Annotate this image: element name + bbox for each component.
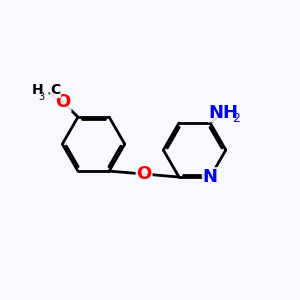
Text: O: O — [56, 93, 71, 111]
Text: N: N — [203, 168, 218, 186]
Text: H: H — [32, 83, 44, 97]
Text: 2: 2 — [232, 112, 240, 125]
Text: 3: 3 — [38, 92, 44, 102]
Text: O: O — [136, 165, 152, 183]
Text: NH: NH — [208, 103, 238, 122]
Text: C: C — [50, 83, 61, 97]
